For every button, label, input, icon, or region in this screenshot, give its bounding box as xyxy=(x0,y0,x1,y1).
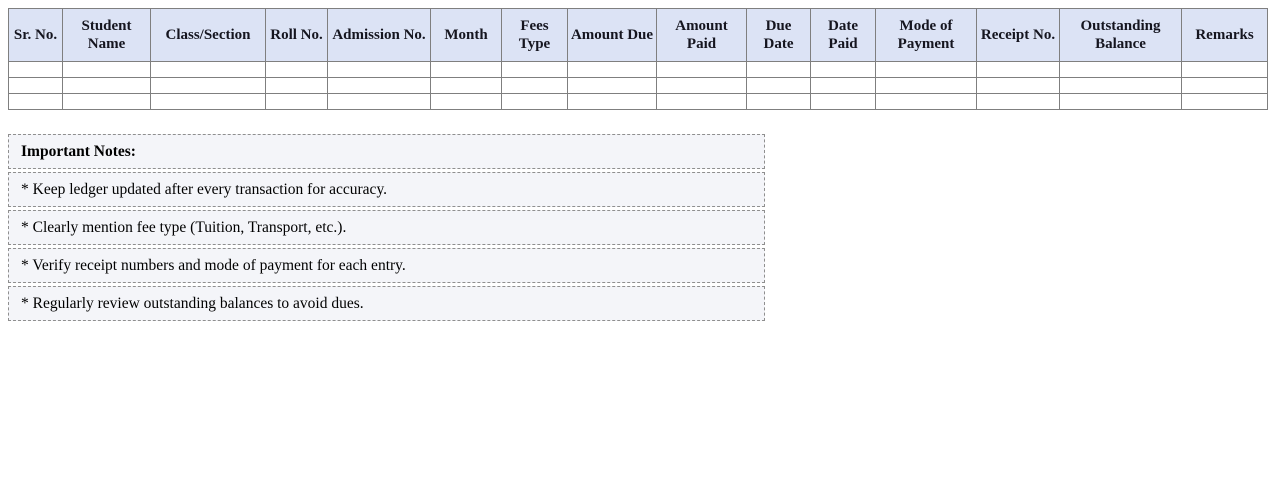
table-cell xyxy=(327,77,431,94)
table-cell xyxy=(8,77,63,94)
table-cell xyxy=(430,93,502,110)
column-header-month: Month xyxy=(430,8,502,62)
table-cell xyxy=(265,77,328,94)
column-header-remarks: Remarks xyxy=(1181,8,1268,62)
column-header-outstanding-balance: Outstanding Balance xyxy=(1059,8,1182,62)
column-header-amount-due: Amount Due xyxy=(567,8,657,62)
table-cell xyxy=(746,93,811,110)
table-cell xyxy=(875,77,977,94)
column-header-receipt-no: Receipt No. xyxy=(976,8,1060,62)
note-item: * Clearly mention fee type (Tuition, Tra… xyxy=(8,210,765,245)
table-cell xyxy=(1059,61,1182,78)
table-cell xyxy=(8,93,63,110)
note-item-text: * Regularly review outstanding balances … xyxy=(21,294,364,312)
table-row xyxy=(8,93,1268,110)
column-header-amount-paid: Amount Paid xyxy=(656,8,747,62)
table-cell xyxy=(746,61,811,78)
notes-title-text: Important Notes: xyxy=(21,142,136,160)
note-item-text: * Clearly mention fee type (Tuition, Tra… xyxy=(21,218,347,236)
table-cell xyxy=(430,61,502,78)
table-row xyxy=(8,77,1268,94)
note-item: * Keep ledger updated after every transa… xyxy=(8,172,765,207)
column-header-fees-type: Fees Type xyxy=(501,8,568,62)
table-cell xyxy=(656,61,747,78)
table-cell xyxy=(810,93,876,110)
column-header-mode-of-payment: Mode of Payment xyxy=(875,8,977,62)
note-item-text: * Keep ledger updated after every transa… xyxy=(21,180,388,198)
table-cell xyxy=(62,93,151,110)
table-cell xyxy=(501,61,568,78)
table-cell xyxy=(1181,93,1268,110)
table-cell xyxy=(150,61,266,78)
table-cell xyxy=(746,77,811,94)
table-cell xyxy=(150,77,266,94)
table-cell xyxy=(875,93,977,110)
table-cell xyxy=(1059,93,1182,110)
table-cell xyxy=(1059,77,1182,94)
notes-title: Important Notes: xyxy=(8,134,765,169)
table-cell xyxy=(976,61,1060,78)
table-cell xyxy=(501,93,568,110)
table-cell xyxy=(265,93,328,110)
important-notes-section: Important Notes: * Keep ledger updated a… xyxy=(8,134,765,321)
table-row xyxy=(8,61,1268,78)
table-cell xyxy=(430,77,502,94)
column-header-admission-no: Admission No. xyxy=(327,8,431,62)
table-cell xyxy=(327,61,431,78)
column-header-student-name: Student Name xyxy=(62,8,151,62)
table-cell xyxy=(1181,61,1268,78)
column-header-class-section: Class/Section xyxy=(150,8,266,62)
table-cell xyxy=(265,61,328,78)
table-cell xyxy=(150,93,266,110)
table-cell xyxy=(1181,77,1268,94)
table-cell xyxy=(567,93,657,110)
column-header-date-paid: Date Paid xyxy=(810,8,876,62)
note-item: * Regularly review outstanding balances … xyxy=(8,286,765,321)
table-cell xyxy=(327,93,431,110)
table-cell xyxy=(567,61,657,78)
table-cell xyxy=(875,61,977,78)
table-cell xyxy=(8,61,63,78)
table-cell xyxy=(810,77,876,94)
table-cell xyxy=(62,61,151,78)
table-cell xyxy=(501,77,568,94)
table-cell xyxy=(567,77,657,94)
column-header-due-date: Due Date xyxy=(746,8,811,62)
column-header-sr-no: Sr. No. xyxy=(8,8,63,62)
note-item: * Verify receipt numbers and mode of pay… xyxy=(8,248,765,283)
column-header-roll-no: Roll No. xyxy=(265,8,328,62)
table-cell xyxy=(810,61,876,78)
fee-ledger-table: Sr. No. Student Name Class/Section Roll No.… xyxy=(8,8,1268,110)
page: Sr. No. Student Name Class/Section Roll No.… xyxy=(8,8,1268,321)
header-row: Sr. No. Student Name Class/Section Roll No.… xyxy=(8,8,1268,62)
table-cell xyxy=(976,77,1060,94)
notes-list: * Keep ledger updated after every transa… xyxy=(8,172,765,321)
table-cell xyxy=(656,93,747,110)
note-item-text: * Verify receipt numbers and mode of pay… xyxy=(21,256,406,274)
table-cell xyxy=(656,77,747,94)
table-cell xyxy=(62,77,151,94)
table-cell xyxy=(976,93,1060,110)
